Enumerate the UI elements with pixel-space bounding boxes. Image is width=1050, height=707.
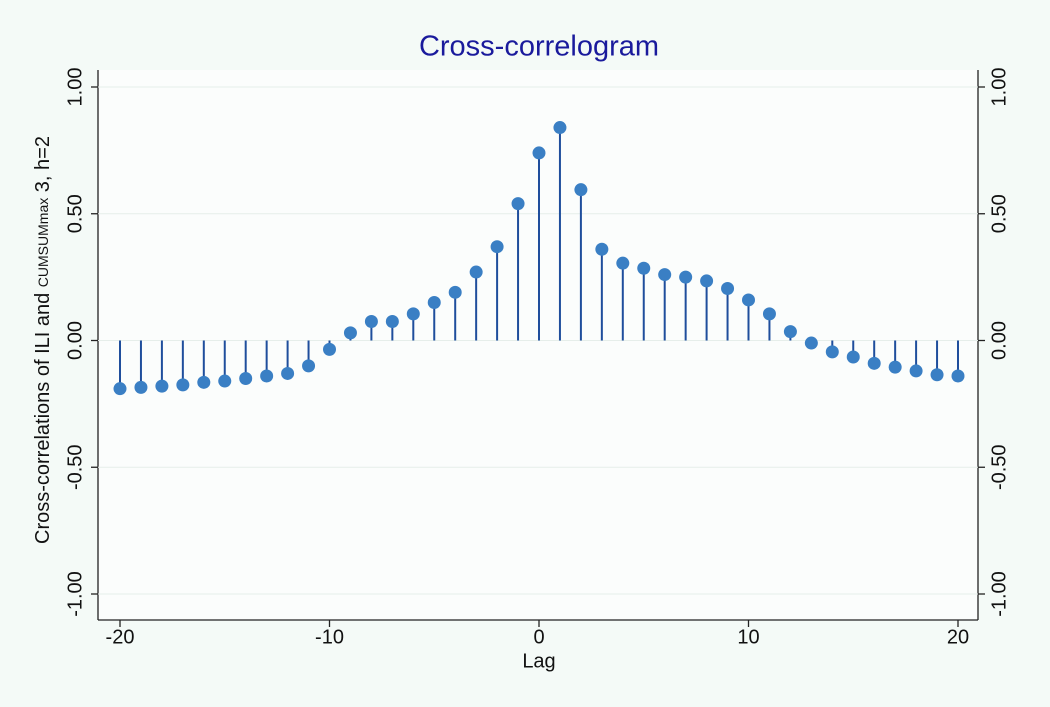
stem-marker [176, 378, 190, 392]
stem-marker [658, 268, 672, 282]
stem-marker [553, 121, 567, 135]
stem-marker [867, 356, 881, 370]
stem-marker [825, 345, 839, 359]
stem-marker [197, 375, 211, 389]
stem-marker [155, 379, 169, 393]
stem-marker [700, 274, 714, 288]
stem-marker [490, 240, 504, 254]
stem-marker [532, 146, 546, 160]
stem-marker [595, 242, 609, 256]
y-tick-label-right: 0.50 [988, 194, 1010, 233]
y-label-head: Cross-correlations of ILI and [32, 293, 54, 544]
x-tick-label: 0 [533, 626, 544, 648]
stem-marker [343, 326, 357, 340]
stem-marker [364, 314, 378, 328]
stem-marker [616, 256, 630, 270]
stem-marker [804, 336, 818, 350]
stem-marker [448, 285, 462, 299]
chart-title: Cross-correlogram [419, 31, 659, 63]
y-label-sub: CUMSUMmax [35, 198, 51, 287]
stem-marker [302, 359, 316, 373]
x-tick-label: -10 [315, 626, 344, 648]
stem-marker [846, 350, 860, 364]
stem-marker [469, 265, 483, 279]
y-axis-label: Cross-correlations of ILI and CUMSUMmax … [32, 136, 54, 544]
stem-marker [574, 183, 588, 197]
stem-marker [679, 270, 693, 284]
stem-marker [721, 282, 735, 296]
x-tick-label: -20 [106, 626, 135, 648]
y-tick-label: 0.50 [64, 194, 86, 233]
stem-marker [637, 261, 651, 275]
stem-marker [239, 372, 253, 386]
stem-marker [385, 314, 399, 328]
y-tick-label-right: -0.50 [988, 444, 1010, 490]
y-tick-label-right: -1.00 [988, 571, 1010, 617]
y-tick-label: 1.00 [64, 68, 86, 107]
stem-marker [406, 307, 420, 321]
stem-marker [783, 325, 797, 339]
stem-marker [113, 382, 127, 396]
stem-marker [323, 342, 336, 356]
stem-marker [427, 295, 441, 309]
y-label-tail: 3, h=2 [32, 136, 54, 192]
x-tick-label: 20 [947, 626, 969, 648]
stem-marker [909, 364, 923, 378]
y-tick-label: -1.00 [64, 571, 86, 617]
stem-marker [742, 293, 755, 307]
stem-marker [762, 307, 776, 321]
x-axis-label: Lag [522, 650, 555, 672]
stem-marker [134, 380, 148, 394]
stem-marker [951, 369, 965, 383]
stem-marker [888, 360, 902, 374]
stem-marker [281, 366, 295, 380]
y-tick-label: -0.50 [64, 444, 86, 490]
stem-marker [511, 197, 525, 211]
y-tick-label: 0.00 [64, 321, 86, 360]
x-tick-label: 10 [737, 626, 759, 648]
stem-marker [930, 368, 944, 382]
stem-marker [218, 374, 232, 388]
y-tick-label-right: 0.00 [988, 321, 1010, 360]
y-tick-label-right: 1.00 [988, 68, 1010, 107]
stem-marker [260, 369, 274, 383]
